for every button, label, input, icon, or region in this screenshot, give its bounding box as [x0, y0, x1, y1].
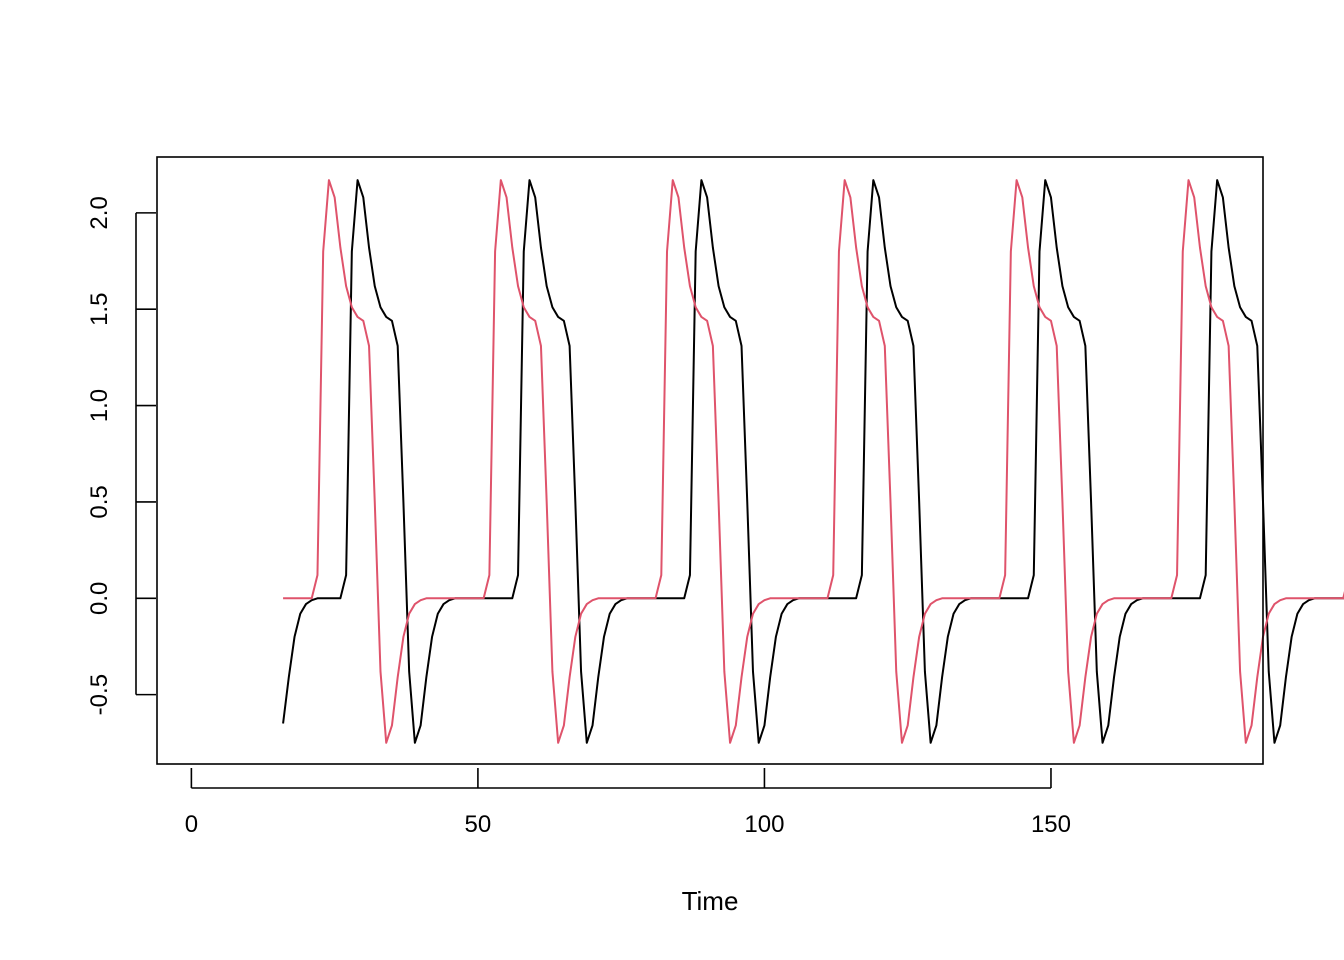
y-tick-label: 2.0 — [86, 196, 113, 229]
x-tick-label: 100 — [744, 811, 784, 838]
y-tick-label: 0.0 — [86, 582, 113, 615]
x-axis-title: Time — [682, 886, 739, 916]
x-tick-label: 150 — [1031, 811, 1071, 838]
y-tick-label: 1.0 — [86, 389, 113, 422]
y-tick-label: 0.5 — [86, 485, 113, 518]
y-tick-label: 1.5 — [86, 293, 113, 326]
series-layer — [282, 179, 1344, 744]
series-line-2 — [283, 179, 1344, 744]
plot-frame — [156, 156, 1264, 765]
x-axis: 0 50 100 150 — [185, 768, 1071, 838]
y-tick-label: -0.5 — [86, 674, 113, 715]
x-tick-label: 0 — [185, 811, 198, 838]
y-axis: -0.5 0.0 0.5 1.0 1.5 2.0 — [86, 196, 156, 715]
x-tick-label: 50 — [465, 811, 492, 838]
